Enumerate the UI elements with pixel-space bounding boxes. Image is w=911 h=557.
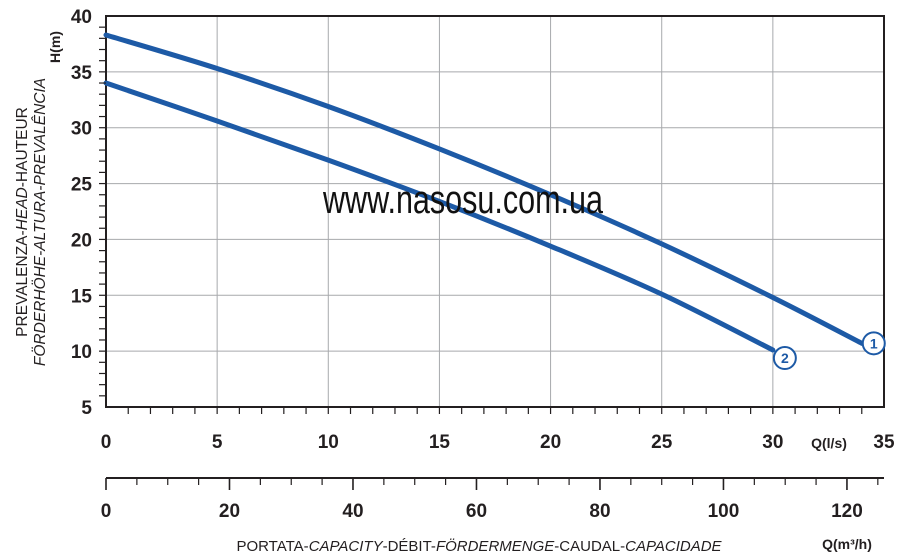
curve-label-circle xyxy=(772,346,797,371)
x-tick-label: 35 xyxy=(873,432,895,453)
curve-2 xyxy=(103,80,776,353)
y-unit-label: H(m) xyxy=(47,31,63,63)
x2-tick-label: 100 xyxy=(708,501,740,522)
x2-tick-label: 80 xyxy=(589,501,610,522)
y-tick-label: 15 xyxy=(71,286,93,307)
watermark-text: www.nasosu.com.ua xyxy=(322,178,603,222)
plot-frame xyxy=(105,15,885,408)
x2-tick-label: 20 xyxy=(219,501,240,522)
curve-label-text: 2 xyxy=(781,350,789,366)
curve-label-2: 2 xyxy=(772,346,797,371)
x2-tick-label: 60 xyxy=(466,501,487,522)
curve-label-1: 1 xyxy=(861,331,886,356)
y-tick-label: 30 xyxy=(71,119,92,140)
y-axis-label-line2: FÖRDERHÖHE-ALTURA-PREVALÊNCIA xyxy=(31,78,49,366)
x-tick-label: 15 xyxy=(429,432,451,453)
x-tick-label: 25 xyxy=(651,432,673,453)
x2-unit-label: Q(m³/h) xyxy=(822,536,872,552)
x2-tick-label: 120 xyxy=(831,501,863,522)
curves xyxy=(103,32,865,353)
curve-1 xyxy=(103,32,865,346)
x-tick-label: 0 xyxy=(101,432,112,453)
x-tick-label: 30 xyxy=(762,432,783,453)
x-tick-label: 5 xyxy=(212,432,223,453)
tick-marks xyxy=(99,26,879,490)
y-tick-label: 35 xyxy=(71,63,93,84)
x-tick-label: 10 xyxy=(318,432,339,453)
y-tick-label: 10 xyxy=(71,342,92,363)
x2-tick-label: 40 xyxy=(342,501,363,522)
x-unit-label: Q(l/s) xyxy=(811,435,847,451)
y-tick-label: 20 xyxy=(71,230,92,251)
x2-tick-label: 0 xyxy=(101,501,112,522)
curve-labels: 12 xyxy=(772,331,886,371)
y-tick-label: 25 xyxy=(71,175,93,196)
y-axis-label-line1: PREVALENZA-HEAD-HAUTEUR xyxy=(14,107,31,337)
x-tick-label: 20 xyxy=(540,432,561,453)
x-axis-label: PORTATA-CAPACITY-DÉBIT-FÖRDERMENGE-CAUDA… xyxy=(236,537,722,555)
curve-label-circle xyxy=(861,331,886,356)
y-tick-label: 5 xyxy=(81,398,92,419)
curve-label-text: 1 xyxy=(870,335,878,351)
y-tick-label: 40 xyxy=(71,7,92,28)
